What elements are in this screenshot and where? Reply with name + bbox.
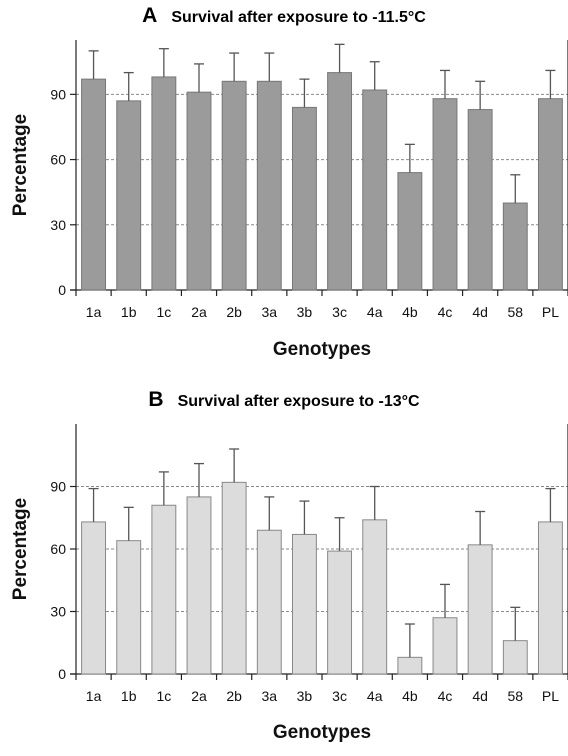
chart-panel-a: A Survival after exposure to -11.5°C 0 30 6… (0, 0, 568, 372)
x-tick-label: 1c (156, 688, 171, 704)
bar-58 (502, 202, 528, 291)
x-tick-label: 3a (261, 688, 277, 704)
y-tick-label: 0 (58, 282, 66, 298)
x-tick-label: 1b (121, 304, 137, 320)
bar-PL (537, 521, 563, 675)
chart-plot-b: 0 30 60 90 1a 1b 1c 2a 2b 3a 3b 3c 4a 4b 4c 4d 58 PL Genot… (10, 424, 568, 743)
bar-2a (186, 496, 212, 675)
y-axis-title: Percentage (10, 114, 31, 216)
x-tick-label: 3c (332, 688, 347, 704)
x-tick-label: 4d (472, 304, 488, 320)
chart-title: B Survival after exposure to -13°C (0, 388, 568, 412)
bar-2a (186, 91, 212, 291)
x-tick-label: 4b (402, 304, 418, 320)
bar-4a (362, 89, 388, 291)
x-tick-label: 3a (261, 304, 277, 320)
x-tick-label: 2b (226, 304, 242, 320)
bar-4c (432, 617, 458, 675)
x-tick-label: 4a (367, 304, 383, 320)
y-tick-label: 30 (50, 604, 66, 620)
y-tick-label: 60 (50, 541, 66, 557)
y-tick-label: 90 (50, 479, 66, 495)
bar-1c (151, 504, 177, 675)
bar-3c (327, 72, 353, 291)
y-tick-label: 90 (50, 86, 66, 102)
x-tick-label: 4b (402, 688, 418, 704)
y-axis-title: Percentage (10, 498, 31, 600)
x-tick-label: 4a (367, 688, 383, 704)
bar-3a (256, 529, 282, 675)
bar-4b (397, 172, 423, 291)
bar-4d (467, 544, 493, 675)
bar-1b (116, 100, 142, 291)
x-tick-label: 1a (86, 304, 102, 320)
x-tick-label: PL (542, 688, 559, 704)
y-tick-label: 0 (58, 666, 66, 682)
y-tick-label: 60 (50, 152, 66, 168)
bar-1b (116, 540, 142, 675)
bar-3b (291, 533, 317, 675)
x-tick-label: 3b (297, 688, 313, 704)
chart-plot-a: 0 30 60 90 1a 1b 1c 2a 2b 3a 3b 3c 4a 4b 4c 4d 58 PL Genot… (10, 40, 568, 360)
x-tick-label: 2b (226, 688, 242, 704)
x-tick-label: 4c (438, 304, 453, 320)
bar-4c (432, 98, 458, 291)
chart-title-text: Survival after exposure to -11.5°C (171, 9, 426, 26)
x-tick-label: 1b (121, 688, 137, 704)
x-tick-label: 2a (191, 688, 207, 704)
x-tick-label: PL (542, 304, 559, 320)
x-tick-label: 4d (472, 688, 488, 704)
gridlines (76, 486, 568, 612)
bar-2b (221, 481, 247, 675)
x-axis-title: Genotypes (273, 722, 371, 743)
bar-1a (81, 78, 107, 291)
panel-label: B (148, 388, 164, 411)
bar-4b (397, 656, 423, 675)
bar-3c (327, 550, 353, 675)
chart-panel-b: B Survival after exposure to -13°C 0 30 60 9… (0, 384, 568, 756)
x-axis-title: Genotypes (273, 339, 371, 360)
y-tick-label: 30 (50, 217, 66, 233)
x-tick-label: 4c (438, 688, 453, 704)
bar-4a (362, 519, 388, 675)
bar-4d (467, 109, 493, 291)
gridlines (76, 93, 568, 226)
bar-1c (151, 76, 177, 291)
bar-3a (256, 80, 282, 291)
x-tick-label: 1a (86, 688, 102, 704)
x-tick-label: 3b (297, 304, 313, 320)
x-tick-label: 58 (507, 688, 523, 704)
chart-title: A Survival after exposure to -11.5°C (0, 4, 568, 28)
bar-3b (291, 106, 317, 291)
x-tick-label: 2a (191, 304, 207, 320)
bar-PL (537, 98, 563, 291)
x-tick-label: 1c (156, 304, 171, 320)
chart-title-text: Survival after exposure to -13°C (177, 393, 420, 410)
bar-1a (81, 521, 107, 675)
panel-label: A (142, 4, 158, 27)
x-tick-label: 3c (332, 304, 347, 320)
bar-2b (221, 80, 247, 291)
x-tick-label: 58 (507, 304, 523, 320)
bar-58 (502, 640, 528, 675)
